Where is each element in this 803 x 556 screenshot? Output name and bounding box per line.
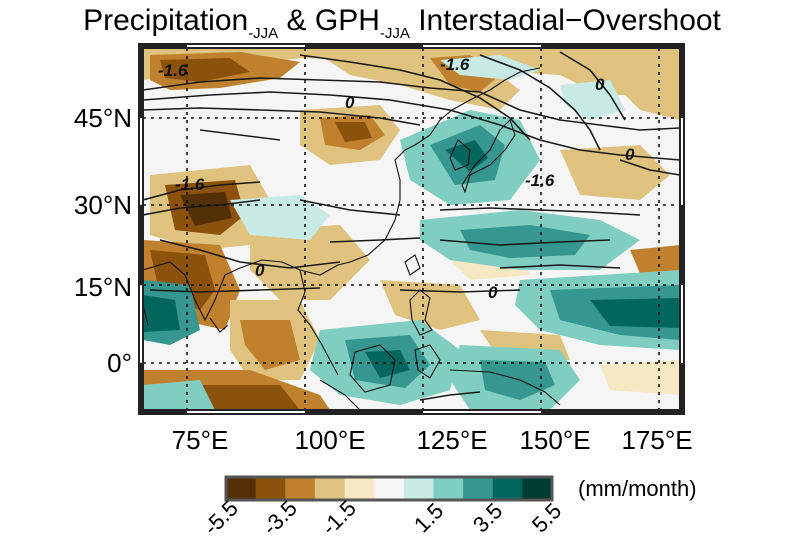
- coastlines: [143, 67, 561, 410]
- longitude-labels: 75°E 100°E 125°E 150°E 175°E: [172, 425, 693, 455]
- title-part-3: Interstadial−Overshoot: [410, 4, 722, 37]
- colorbar-tick-label: -5.5: [198, 495, 242, 539]
- colorbar: [226, 477, 553, 500]
- colorbar-swatch: [226, 477, 257, 500]
- colorbar-swatch: [285, 477, 316, 500]
- lon-label: 150°E: [519, 425, 590, 455]
- title-part-1: Precipitation: [83, 4, 248, 37]
- contour-label: -1.6: [175, 175, 205, 194]
- colorbar-swatch: [433, 477, 464, 500]
- gridlines: [143, 48, 680, 410]
- title-subscript-1: -JJA: [248, 25, 278, 42]
- contour-label: 0: [345, 93, 355, 112]
- colorbar-unit: (mm/month): [578, 476, 697, 501]
- contour-label: 0: [255, 261, 265, 280]
- colorbar-tick-label: 3.5: [468, 498, 507, 537]
- colorbar-swatch: [374, 477, 405, 500]
- colorbar-tick-label: -3.5: [257, 495, 301, 539]
- lat-label: 0°: [107, 348, 132, 378]
- contour-label: 0: [595, 75, 605, 94]
- colorbar-tick-label: 1.5: [409, 498, 448, 537]
- colorbar-swatch: [344, 477, 375, 500]
- title-subscript-2: -JJA: [380, 25, 410, 42]
- contour-labels: -1.6 0 0 -1.6 -1.6 0 0 -1.6 0: [158, 55, 635, 302]
- contour-label: -1.6: [525, 171, 555, 190]
- colorbar-tick-labels: -5.5 -3.5 -1.5 1.5 3.5 5.5: [198, 495, 566, 539]
- colorbar-swatch: [255, 477, 286, 500]
- colorbar-tick-label: -1.5: [316, 495, 360, 539]
- map-frame: [138, 43, 685, 415]
- latitude-labels: 45°N 30°N 15°N 0°: [74, 103, 132, 378]
- gph-contours: [143, 51, 680, 401]
- title-part-2: & GPH: [278, 4, 380, 37]
- lon-label: 175°E: [621, 425, 692, 455]
- lon-label: 100°E: [294, 425, 365, 455]
- contour-label: 0: [625, 145, 635, 164]
- colorbar-swatch: [463, 477, 494, 500]
- lon-label: 125°E: [416, 425, 487, 455]
- lat-label: 15°N: [74, 272, 132, 302]
- colorbar-swatch: [522, 477, 553, 500]
- map-frame-ticks: [140, 45, 683, 413]
- colorbar-frame: [224, 475, 554, 502]
- colorbar-swatch: [314, 477, 346, 500]
- colorbar-swatch: [403, 477, 434, 500]
- lon-label: 75°E: [172, 425, 229, 455]
- figure-title: Precipitation-JJA & GPH-JJA Interstadial…: [83, 4, 721, 42]
- contour-label: -1.6: [158, 61, 188, 80]
- map-panel: -1.6 0 0 -1.6 -1.6 0 0 -1.6 0: [143, 48, 680, 410]
- colorbar-tick-label: 5.5: [527, 498, 566, 537]
- lat-label: 30°N: [74, 190, 132, 220]
- contour-label: 0: [488, 283, 498, 302]
- contour-label: -1.6: [440, 55, 470, 74]
- lat-label: 45°N: [74, 103, 132, 133]
- colorbar-swatch: [492, 477, 523, 500]
